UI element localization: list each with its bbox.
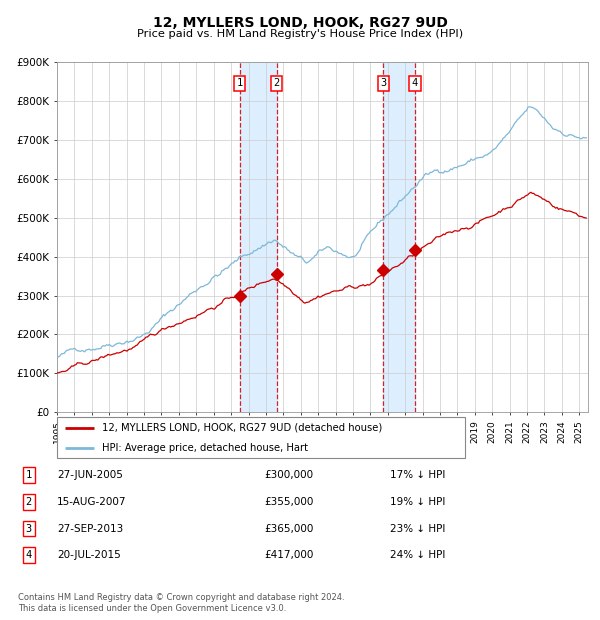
Text: 19% ↓ HPI: 19% ↓ HPI [390, 497, 445, 507]
Bar [383, 62, 415, 412]
Text: Contains HM Land Registry data © Crown copyright and database right 2024.
This d: Contains HM Land Registry data © Crown c… [18, 593, 344, 613]
Text: 1: 1 [26, 470, 32, 480]
Text: 27-JUN-2005: 27-JUN-2005 [57, 470, 123, 480]
Text: 4: 4 [412, 78, 418, 89]
Text: 12, MYLLERS LOND, HOOK, RG27 9UD (detached house): 12, MYLLERS LOND, HOOK, RG27 9UD (detach… [102, 423, 382, 433]
Text: HPI: Average price, detached house, Hart: HPI: Average price, detached house, Hart [102, 443, 308, 453]
Text: 3: 3 [26, 523, 32, 534]
Text: 3: 3 [380, 78, 386, 89]
Text: £300,000: £300,000 [264, 470, 313, 480]
Text: 23% ↓ HPI: 23% ↓ HPI [390, 523, 445, 534]
Bar [239, 62, 277, 412]
Text: 12, MYLLERS LOND, HOOK, RG27 9UD: 12, MYLLERS LOND, HOOK, RG27 9UD [152, 16, 448, 30]
Text: 20-JUL-2015: 20-JUL-2015 [57, 550, 121, 560]
Text: 4: 4 [26, 550, 32, 560]
Text: £365,000: £365,000 [264, 523, 313, 534]
Text: 1: 1 [236, 78, 243, 89]
Text: £417,000: £417,000 [264, 550, 313, 560]
FancyBboxPatch shape [57, 417, 465, 458]
Text: 27-SEP-2013: 27-SEP-2013 [57, 523, 123, 534]
Text: 17% ↓ HPI: 17% ↓ HPI [390, 470, 445, 480]
Text: 24% ↓ HPI: 24% ↓ HPI [390, 550, 445, 560]
Text: 2: 2 [274, 78, 280, 89]
Text: £355,000: £355,000 [264, 497, 313, 507]
Text: Price paid vs. HM Land Registry's House Price Index (HPI): Price paid vs. HM Land Registry's House … [137, 29, 463, 38]
Text: 15-AUG-2007: 15-AUG-2007 [57, 497, 127, 507]
Text: 2: 2 [26, 497, 32, 507]
